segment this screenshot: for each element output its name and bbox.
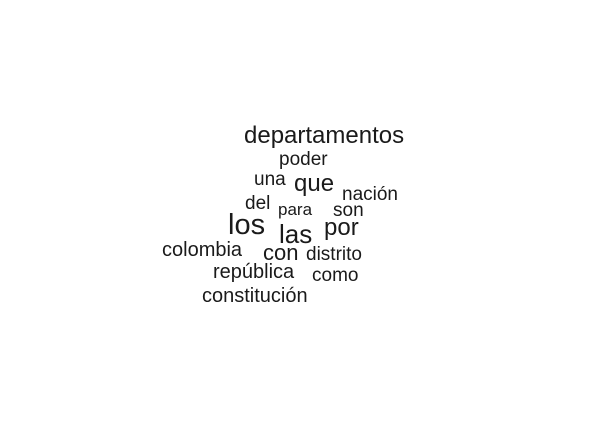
word-los: los [228, 209, 266, 241]
word-con: con [263, 240, 299, 265]
word-nacion: nación [342, 184, 398, 205]
word-que: que [294, 170, 335, 197]
word-una: una [254, 169, 286, 190]
word-por: por [324, 214, 359, 241]
word-del: del [245, 193, 271, 214]
word-departamentos: departamentos [244, 122, 405, 149]
word-son: son [333, 200, 364, 221]
word-constitucion: constitución [202, 285, 308, 307]
word-como: como [312, 265, 359, 286]
word-poder: poder [279, 149, 328, 170]
word-distrito: distrito [306, 244, 362, 265]
word-colombia: colombia [162, 239, 243, 261]
word-para: para [278, 200, 313, 219]
word-republica: república [213, 261, 295, 283]
word-las: las [279, 219, 313, 249]
